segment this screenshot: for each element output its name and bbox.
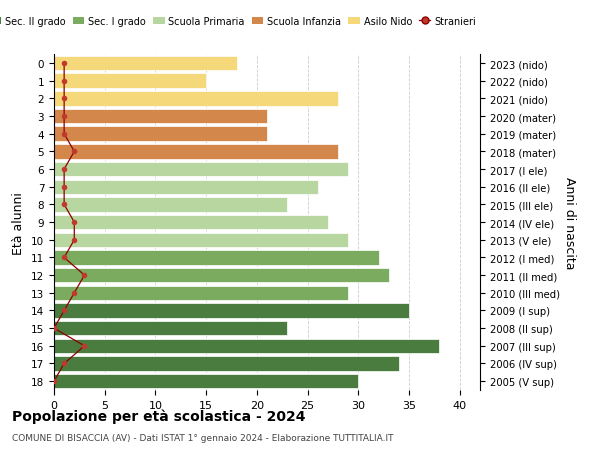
Point — [59, 78, 69, 85]
Bar — [54, 269, 389, 283]
Text: Popolazione per età scolastica - 2024: Popolazione per età scolastica - 2024 — [12, 409, 305, 423]
Point — [59, 202, 69, 209]
Legend: Sec. II grado, Sec. I grado, Scuola Primaria, Scuola Infanzia, Asilo Nido, Stran: Sec. II grado, Sec. I grado, Scuola Prim… — [0, 13, 480, 31]
Point — [59, 131, 69, 138]
Bar — [54, 198, 287, 212]
Bar — [54, 251, 379, 265]
Bar — [54, 180, 318, 195]
Point — [59, 113, 69, 120]
Bar — [54, 215, 328, 230]
Bar — [54, 162, 348, 177]
Bar — [54, 127, 267, 142]
Point — [70, 219, 79, 226]
Bar — [54, 374, 358, 389]
Point — [59, 60, 69, 67]
Point — [49, 325, 59, 332]
Point — [59, 166, 69, 174]
Y-axis label: Anni di nascita: Anni di nascita — [563, 176, 577, 269]
Point — [70, 148, 79, 156]
Point — [59, 360, 69, 367]
Point — [80, 342, 89, 350]
Point — [70, 290, 79, 297]
Point — [59, 184, 69, 191]
Point — [49, 378, 59, 385]
Bar — [54, 110, 267, 124]
Bar — [54, 233, 348, 247]
Point — [70, 236, 79, 244]
Bar — [54, 92, 338, 106]
Point — [59, 307, 69, 314]
Bar — [54, 357, 399, 371]
Point — [59, 95, 69, 103]
Y-axis label: Età alunni: Età alunni — [13, 191, 25, 254]
Text: COMUNE DI BISACCIA (AV) - Dati ISTAT 1° gennaio 2024 - Elaborazione TUTTITALIA.I: COMUNE DI BISACCIA (AV) - Dati ISTAT 1° … — [12, 433, 394, 442]
Bar — [54, 74, 206, 89]
Point — [80, 272, 89, 279]
Bar — [54, 56, 236, 71]
Bar — [54, 286, 348, 300]
Bar — [54, 303, 409, 318]
Point — [59, 254, 69, 262]
Bar — [54, 339, 439, 353]
Bar — [54, 145, 338, 159]
Bar — [54, 321, 287, 336]
